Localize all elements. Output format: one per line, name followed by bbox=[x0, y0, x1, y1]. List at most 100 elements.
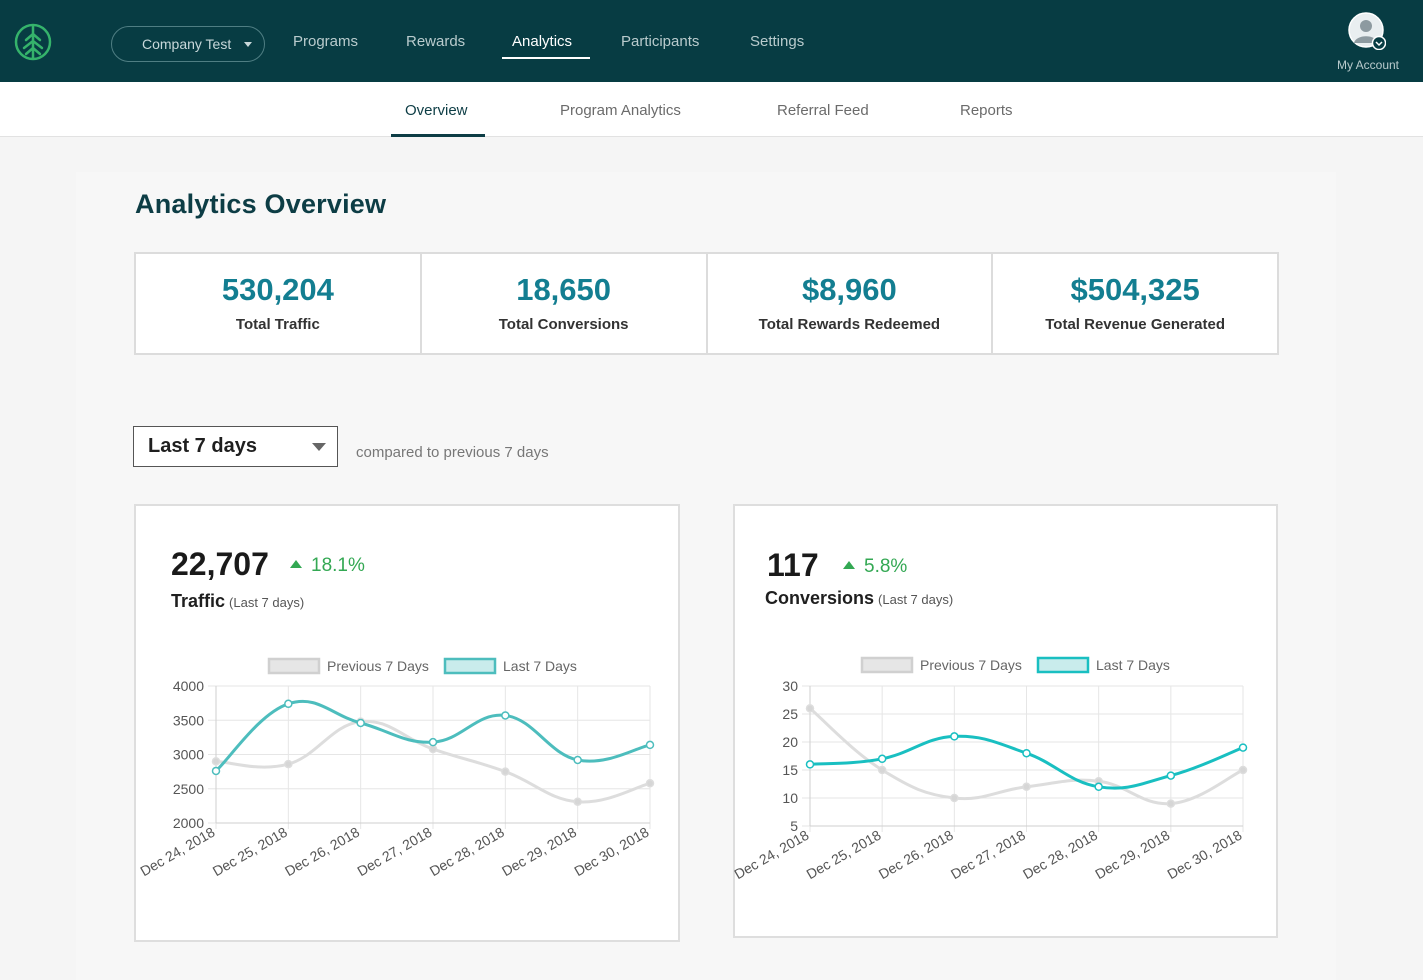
x-tick-label: Dec 26, 2018 bbox=[876, 827, 956, 883]
x-tick-label: Dec 27, 2018 bbox=[354, 824, 434, 880]
my-account-label: My Account bbox=[1336, 58, 1400, 72]
tab-overview[interactable]: Overview bbox=[405, 102, 468, 119]
data-point bbox=[428, 744, 438, 754]
nav-rewards[interactable]: Rewards bbox=[406, 33, 466, 50]
legend-label: Last 7 Days bbox=[1096, 657, 1170, 673]
my-account-menu[interactable]: My Account bbox=[1328, 10, 1408, 76]
x-tick-label: Dec 30, 2018 bbox=[1164, 827, 1244, 883]
traffic-total-value: 22,707 bbox=[171, 546, 269, 582]
chevron-down-icon bbox=[244, 42, 252, 47]
date-range-value: Last 7 days bbox=[148, 435, 257, 457]
traffic-period: (Last 7 days) bbox=[229, 595, 305, 610]
data-point bbox=[501, 711, 510, 720]
legend-label: Last 7 Days bbox=[503, 658, 577, 674]
data-point bbox=[573, 797, 582, 807]
data-point bbox=[573, 755, 582, 765]
y-tick-label: 4000 bbox=[173, 678, 204, 694]
data-point bbox=[950, 732, 959, 741]
conversions-line-chart: Previous 7 Days Last 7 Days 5 10 15 20 25 30 Dec… bbox=[731, 656, 1248, 883]
y-tick-label: 3500 bbox=[173, 712, 204, 728]
stat-total-conversions: 18,650 Total Conversions bbox=[422, 254, 708, 353]
data-point bbox=[645, 779, 655, 788]
nav-analytics[interactable]: Analytics bbox=[512, 33, 573, 50]
legend-swatch bbox=[860, 656, 914, 674]
trend-up-icon bbox=[290, 560, 302, 568]
x-tick-label: Dec 26, 2018 bbox=[282, 824, 362, 880]
tab-program-analytics[interactable]: Program Analytics bbox=[560, 102, 681, 119]
chevron-down-icon bbox=[312, 443, 326, 451]
stat-label: Total Rewards Redeemed bbox=[758, 316, 941, 333]
data-point bbox=[501, 767, 510, 776]
traffic-line-chart: Previous 7 Days Last 7 Days 2000 2500 3000 35… bbox=[137, 657, 655, 880]
traffic-chart-card: 22,707 18.1% Traffic (Last 7 days) Previo… bbox=[134, 504, 680, 942]
x-tick-label: Dec 24, 2018 bbox=[731, 827, 811, 883]
nav-participants[interactable]: Participants bbox=[621, 33, 700, 50]
stat-total-rewards-redeemed: $8,960 Total Rewards Redeemed bbox=[708, 254, 994, 353]
y-tick-label: 20 bbox=[782, 734, 798, 750]
data-point bbox=[950, 793, 959, 803]
data-point bbox=[1166, 799, 1176, 808]
x-tick-label: Dec 28, 2018 bbox=[427, 824, 507, 880]
nav-programs[interactable]: Programs bbox=[293, 33, 359, 50]
data-point bbox=[805, 704, 815, 713]
y-tick-label: 15 bbox=[782, 762, 798, 778]
nav-settings[interactable]: Settings bbox=[750, 33, 805, 50]
legend-swatch bbox=[1036, 656, 1090, 674]
user-avatar-icon bbox=[1348, 12, 1386, 50]
y-tick-label: 2000 bbox=[173, 815, 204, 831]
stat-total-revenue-generated: $504,325 Total Revenue Generated bbox=[993, 254, 1277, 353]
data-point bbox=[1238, 743, 1248, 752]
traffic-metric-label: Traffic (Last 7 days) bbox=[171, 591, 304, 612]
data-point bbox=[356, 718, 365, 728]
active-tab-indicator bbox=[391, 134, 485, 137]
conversions-metric-label: Conversions (Last 7 days) bbox=[765, 588, 953, 609]
tree-logo-icon[interactable] bbox=[14, 22, 52, 62]
conversions-delta-value: 5.8% bbox=[864, 556, 908, 577]
conversions-metric-name: Conversions bbox=[765, 588, 875, 608]
company-selector-label: Company Test bbox=[142, 36, 232, 52]
x-tick-label: Dec 29, 2018 bbox=[1092, 827, 1172, 883]
data-point bbox=[645, 740, 655, 750]
stat-value: $8,960 bbox=[801, 272, 897, 307]
x-tick-label: Dec 25, 2018 bbox=[804, 827, 884, 883]
page-title: Analytics Overview bbox=[135, 189, 387, 219]
y-tick-label: 10 bbox=[782, 790, 798, 806]
x-tick-label: Dec 30, 2018 bbox=[571, 824, 651, 880]
stat-value: $504,325 bbox=[1070, 272, 1200, 307]
data-point bbox=[877, 754, 887, 764]
traffic-delta: 18.1% bbox=[290, 555, 365, 577]
stat-label: Total Traffic bbox=[235, 316, 320, 333]
data-point bbox=[1166, 771, 1176, 780]
y-tick-label: 3000 bbox=[173, 747, 204, 763]
x-tick-label: Dec 24, 2018 bbox=[137, 824, 217, 880]
tab-referral-feed[interactable]: Referral Feed bbox=[777, 102, 869, 119]
summary-stats: 530,204 Total Traffic 18,650 Total Conve… bbox=[134, 252, 1279, 355]
data-point bbox=[284, 699, 293, 709]
data-point bbox=[1238, 765, 1248, 775]
company-selector[interactable]: Company Test bbox=[111, 26, 265, 62]
data-point bbox=[877, 765, 887, 775]
date-range-select[interactable]: Last 7 days bbox=[133, 426, 338, 467]
x-tick-label: Dec 29, 2018 bbox=[499, 824, 579, 880]
stat-value: 18,650 bbox=[516, 272, 612, 307]
legend-label: Previous 7 Days bbox=[920, 657, 1022, 673]
conversions-delta: 5.8% bbox=[843, 556, 907, 578]
data-point bbox=[805, 760, 815, 769]
tab-reports[interactable]: Reports bbox=[960, 102, 1013, 119]
comparison-note: compared to previous 7 days bbox=[356, 444, 549, 461]
legend-swatch bbox=[443, 657, 497, 675]
legend-swatch bbox=[267, 657, 321, 675]
x-tick-label: Dec 28, 2018 bbox=[1020, 827, 1100, 883]
traffic-delta-value: 18.1% bbox=[311, 555, 365, 576]
x-tick-label: Dec 27, 2018 bbox=[948, 827, 1028, 883]
y-tick-label: 2500 bbox=[173, 781, 204, 797]
traffic-metric-name: Traffic bbox=[171, 591, 226, 611]
data-point bbox=[284, 759, 293, 769]
data-point bbox=[211, 766, 221, 776]
y-tick-label: 5 bbox=[790, 818, 798, 834]
data-point bbox=[1094, 782, 1103, 792]
stat-value: 530,204 bbox=[221, 272, 334, 307]
data-point bbox=[428, 737, 438, 747]
y-tick-label: 30 bbox=[782, 678, 798, 694]
trend-up-icon bbox=[843, 561, 855, 569]
